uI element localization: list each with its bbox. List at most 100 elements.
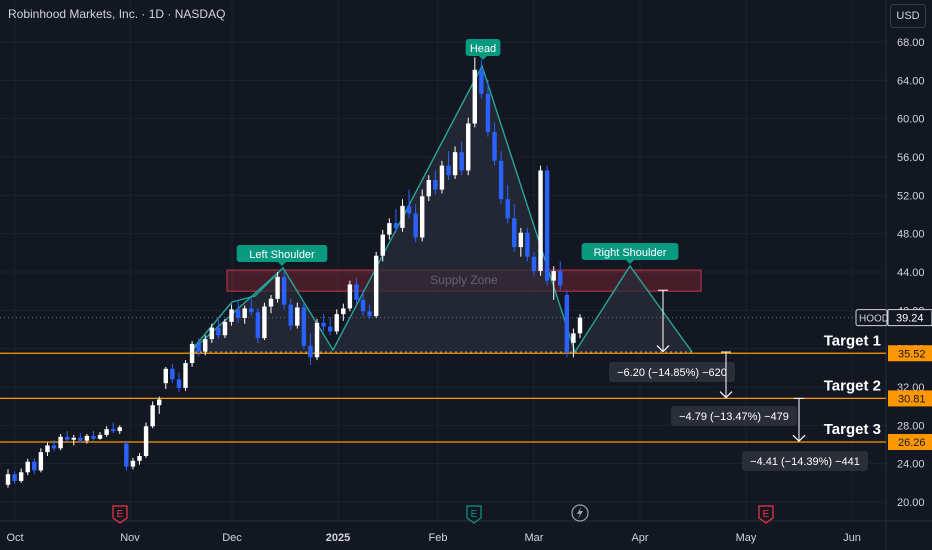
earnings-event-text: E — [471, 509, 478, 520]
candle — [413, 203, 418, 243]
left-shoulder-label-box — [236, 245, 328, 262]
left-shoulder-label-text: Left Shoulder — [249, 249, 315, 261]
chart-title: Robinhood Markets, Inc. · 1D · NASDAQ — [8, 7, 226, 21]
dividend-lightning-icon — [571, 504, 589, 522]
candle-body — [341, 308, 346, 315]
candle-body — [104, 429, 109, 435]
candle — [531, 251, 537, 276]
candle-body — [334, 314, 339, 332]
x-tick-label: Oct — [6, 532, 23, 544]
candle — [406, 189, 412, 219]
earnings-event-icon: E — [466, 505, 482, 524]
measure-head — [719, 391, 733, 399]
candle — [347, 280, 353, 312]
measure-head — [656, 345, 670, 353]
candle-body — [176, 379, 182, 388]
lightning-circle — [571, 504, 589, 522]
candle — [538, 165, 543, 276]
candle-body — [308, 345, 313, 358]
x-tick-label: 2025 — [326, 532, 350, 544]
right-shoulder-label-box — [581, 243, 679, 260]
candle — [196, 338, 201, 357]
head-label-pointer — [479, 56, 487, 60]
candle-body — [32, 461, 37, 471]
candle-body — [518, 232, 524, 248]
candle-body — [255, 312, 261, 339]
candle — [393, 208, 399, 233]
candle-body — [295, 307, 300, 326]
lightning-bolt — [577, 507, 583, 519]
candle — [255, 308, 261, 343]
candle — [400, 199, 405, 232]
measure-arrow: −4.41 (−14.39%) −441 — [742, 397, 868, 471]
candle-body — [58, 436, 63, 449]
y-tick-label: 44.00 — [897, 267, 925, 279]
measure-text: −4.41 (−14.39%) −441 — [750, 456, 860, 468]
candle-body — [400, 205, 405, 228]
candle-body — [380, 234, 385, 256]
earnings-event-shape — [758, 505, 774, 524]
candle — [58, 433, 63, 451]
candle — [97, 432, 103, 440]
target-price-box — [888, 345, 932, 362]
y-tick-label: 52.00 — [897, 190, 925, 202]
candle-body — [354, 284, 359, 300]
candle — [308, 333, 313, 365]
candle-body — [97, 434, 103, 439]
candle-body — [466, 123, 471, 171]
candle — [64, 431, 70, 442]
target-price-box — [888, 434, 932, 451]
last-price-value: 39.24 — [896, 313, 924, 325]
candle — [387, 218, 392, 240]
candle — [25, 458, 30, 476]
candle — [373, 251, 379, 318]
candle — [130, 457, 136, 470]
candle-body — [505, 199, 510, 219]
measure-text: −6.20 (−14.85%) −620 — [617, 367, 727, 379]
candle — [222, 318, 228, 339]
candle-body — [25, 461, 30, 473]
x-tick-label: Jun — [843, 532, 861, 544]
candle — [439, 160, 445, 194]
candle — [479, 60, 484, 99]
candle — [189, 341, 195, 367]
left-shoulder-label: Left Shoulder — [236, 245, 328, 266]
candle — [268, 295, 274, 314]
candle-body — [124, 443, 129, 467]
candle — [91, 431, 96, 441]
currency-button[interactable]: USD — [890, 4, 926, 28]
candle — [38, 448, 44, 473]
candle-body — [538, 170, 543, 272]
candle-body — [347, 284, 353, 309]
candle-body — [222, 321, 228, 336]
candle-body — [275, 276, 280, 299]
last-price-tag: 39.24 — [887, 309, 932, 327]
candle-body — [360, 299, 366, 312]
candle — [249, 298, 254, 317]
y-tick-label: 60.00 — [897, 114, 925, 126]
candle-body — [137, 456, 142, 461]
target-price-value: 35.52 — [898, 348, 926, 360]
candle — [110, 422, 116, 433]
candle-body — [314, 322, 320, 358]
target-price-value: 30.81 — [898, 393, 926, 405]
candle — [367, 304, 372, 319]
candle-body — [209, 327, 215, 340]
candle — [242, 305, 247, 324]
candle-body — [492, 132, 497, 161]
candle-body — [564, 295, 570, 353]
measure-arrow: −4.79 (−13.47%) −479 — [671, 351, 797, 426]
candle-body — [203, 339, 208, 352]
candle — [341, 303, 346, 321]
earnings-event-shape — [466, 505, 482, 524]
candle-body — [242, 308, 247, 318]
candle-body — [51, 445, 57, 449]
candle-body — [262, 306, 267, 339]
candle-body — [446, 165, 451, 176]
candle — [275, 272, 280, 303]
candle-body — [498, 160, 504, 200]
candle-body — [393, 223, 399, 228]
candle — [12, 471, 17, 484]
